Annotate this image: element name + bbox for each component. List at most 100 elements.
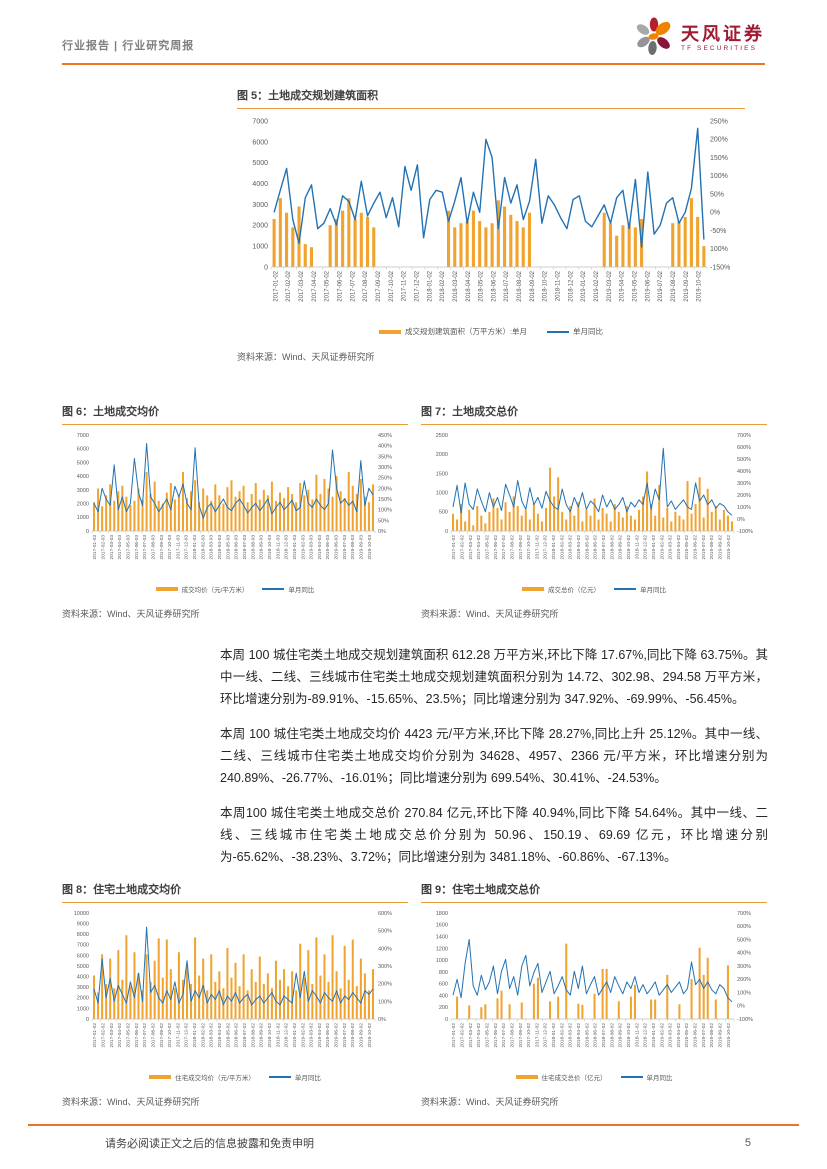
svg-text:2019-01-03: 2019-01-03	[292, 535, 298, 560]
svg-text:2017-11-03: 2017-11-03	[175, 535, 181, 560]
svg-text:2019-08-02: 2019-08-02	[709, 535, 715, 560]
svg-text:2017-04-03: 2017-04-03	[117, 535, 123, 560]
svg-text:2018-12-02: 2018-12-02	[284, 1023, 290, 1048]
svg-text:2017-06-02: 2017-06-02	[338, 270, 344, 301]
svg-text:200%: 200%	[737, 977, 751, 983]
svg-text:-150%: -150%	[710, 264, 730, 271]
bar-series-swatch	[378, 329, 401, 334]
svg-text:2019-07-02: 2019-07-02	[701, 535, 707, 560]
svg-text:0%: 0%	[378, 1017, 386, 1023]
svg-text:2017-01-02: 2017-01-02	[92, 1023, 98, 1048]
svg-text:100%: 100%	[737, 990, 751, 996]
svg-text:0: 0	[264, 264, 268, 271]
svg-text:2017-08-02: 2017-08-02	[363, 270, 369, 301]
svg-text:2018-07-02: 2018-07-02	[504, 270, 510, 301]
page-number: 5	[744, 1137, 751, 1149]
svg-text:400: 400	[439, 993, 448, 999]
svg-text:0%: 0%	[710, 210, 720, 217]
svg-text:2019-02-02: 2019-02-02	[659, 535, 665, 560]
page-footer: 请务必阅读正文之后的信息披露和免责申明 5	[28, 1124, 799, 1151]
svg-text:2000: 2000	[77, 996, 89, 1002]
svg-text:2018-09-02: 2018-09-02	[618, 535, 624, 560]
svg-text:2018-10-02: 2018-10-02	[543, 270, 549, 301]
svg-text:300%: 300%	[737, 481, 751, 487]
svg-text:2018-03-03: 2018-03-03	[209, 535, 215, 560]
svg-text:2017-01-02: 2017-01-02	[451, 1023, 457, 1048]
svg-text:2017-11-02: 2017-11-02	[402, 270, 408, 301]
svg-text:2018-06-02: 2018-06-02	[593, 1023, 599, 1048]
figure-5-title: 图 5：土地成交规划建筑面积	[237, 87, 745, 109]
figure-5-source: 资料来源：Wind、天风证券研究所	[237, 352, 375, 362]
svg-text:4000: 4000	[77, 975, 89, 981]
svg-text:2018-05-02: 2018-05-02	[584, 535, 590, 560]
svg-text:100%: 100%	[710, 173, 728, 180]
svg-text:2019-05-03: 2019-05-03	[325, 535, 331, 560]
svg-text:2019-02-02: 2019-02-02	[300, 1023, 306, 1048]
page-header: 行业报告 | 行业研究周报 天风证券 TF SECUR	[62, 0, 765, 65]
svg-text:2019-09-03: 2019-09-03	[359, 535, 365, 560]
svg-text:200%: 200%	[710, 137, 728, 144]
svg-text:2017-10-02: 2017-10-02	[526, 535, 532, 560]
svg-text:2017-08-02: 2017-08-02	[509, 1023, 515, 1048]
svg-text:2017-04-02: 2017-04-02	[476, 535, 482, 560]
svg-text:2017-02-02: 2017-02-02	[460, 535, 466, 560]
svg-text:2019-07-02: 2019-07-02	[342, 1023, 348, 1048]
svg-text:2019-06-02: 2019-06-02	[693, 535, 699, 560]
svg-text:2018-02-02: 2018-02-02	[440, 270, 446, 301]
figure-7-chart: 2500 2000 1500 1000 500 0 700% 600% 500% 400% 300%…	[421, 429, 767, 582]
svg-text:2017-08-02: 2017-08-02	[150, 1023, 156, 1048]
svg-text:2019-10-02: 2019-10-02	[367, 1023, 373, 1048]
svg-text:-100%: -100%	[737, 1017, 753, 1023]
svg-text:2018-11-03: 2018-11-03	[275, 535, 281, 560]
svg-text:3000: 3000	[77, 985, 89, 991]
svg-text:350%: 350%	[378, 454, 392, 460]
svg-text:2017-07-03: 2017-07-03	[142, 535, 148, 560]
svg-text:2017-04-02: 2017-04-02	[476, 1023, 482, 1048]
svg-text:2019-06-02: 2019-06-02	[693, 1023, 699, 1048]
svg-text:2017-08-03: 2017-08-03	[150, 535, 156, 560]
svg-text:300%: 300%	[378, 964, 392, 970]
svg-text:1800: 1800	[436, 911, 448, 917]
figure-9-title: 图 9：住宅土地成交总价	[421, 881, 767, 903]
svg-text:200%: 200%	[378, 982, 392, 988]
figure-8-chart: 10000 9000 8000 7000 6000 5000 4000 3000 2000 100…	[62, 907, 408, 1070]
bar-series-label: 成交均价（元/平方米）	[181, 587, 249, 594]
svg-text:-50%: -50%	[710, 228, 726, 235]
svg-text:2018-10-02: 2018-10-02	[267, 1023, 273, 1048]
figure-6: 图 6：土地成交均价 7000 6000 5000 4000 3000 2000 1000 0…	[62, 403, 408, 620]
svg-text:2019-03-02: 2019-03-02	[668, 1023, 674, 1048]
figure-7: 图 7：土地成交总价 2500 2000 1500 1000 500 0 700% 600% 5…	[421, 403, 767, 620]
line-series-label: 单月同比	[646, 1075, 673, 1082]
svg-text:2018-09-03: 2018-09-03	[259, 535, 265, 560]
svg-text:2017-04-02: 2017-04-02	[312, 270, 318, 301]
svg-text:400%: 400%	[378, 946, 392, 952]
svg-text:2018-04-02: 2018-04-02	[576, 535, 582, 560]
svg-text:2018-06-02: 2018-06-02	[491, 270, 497, 301]
svg-text:2017-12-02: 2017-12-02	[543, 535, 549, 560]
paragraph-floor-area: 本周 100 城住宅类土地成交规划建筑面积 612.28 万平方米,环比下降 1…	[220, 648, 768, 706]
svg-text:300%: 300%	[378, 465, 392, 471]
brand-name: 天风证券	[681, 23, 765, 44]
svg-text:2018-01-02: 2018-01-02	[551, 1023, 557, 1048]
svg-text:2018-10-02: 2018-10-02	[626, 1023, 632, 1048]
svg-text:2017-12-03: 2017-12-03	[184, 535, 190, 560]
figure-6-title: 图 6：土地成交均价	[62, 403, 408, 425]
svg-text:2019-09-02: 2019-09-02	[718, 1023, 724, 1048]
line-series-label: 单月同比	[573, 327, 604, 336]
figure-7-legend: 成交总价（亿元） 单月同比	[421, 584, 767, 594]
svg-text:2018-05-02: 2018-05-02	[225, 1023, 231, 1048]
svg-text:2018-02-02: 2018-02-02	[200, 1023, 206, 1048]
svg-text:2019-08-03: 2019-08-03	[350, 535, 356, 560]
svg-text:100%: 100%	[378, 999, 392, 1005]
svg-text:2019-10-02: 2019-10-02	[726, 1023, 732, 1048]
figure-9: 图 9：住宅土地成交总价 1800 1600 1400 1200 1000 800 600 4…	[421, 881, 767, 1108]
brand-subtitle: TF SECURITIES	[681, 44, 758, 52]
line-series-label: 单月同比	[288, 587, 315, 594]
svg-text:2018-11-02: 2018-11-02	[275, 1023, 281, 1048]
svg-text:2019-03-02: 2019-03-02	[607, 270, 613, 301]
brand-logo: 天风证券 TF SECURITIES	[634, 16, 765, 61]
svg-text:2018-02-02: 2018-02-02	[559, 535, 565, 560]
svg-text:800: 800	[439, 970, 448, 976]
svg-text:2019-09-02: 2019-09-02	[684, 270, 690, 301]
svg-text:2019-07-02: 2019-07-02	[701, 1023, 707, 1048]
